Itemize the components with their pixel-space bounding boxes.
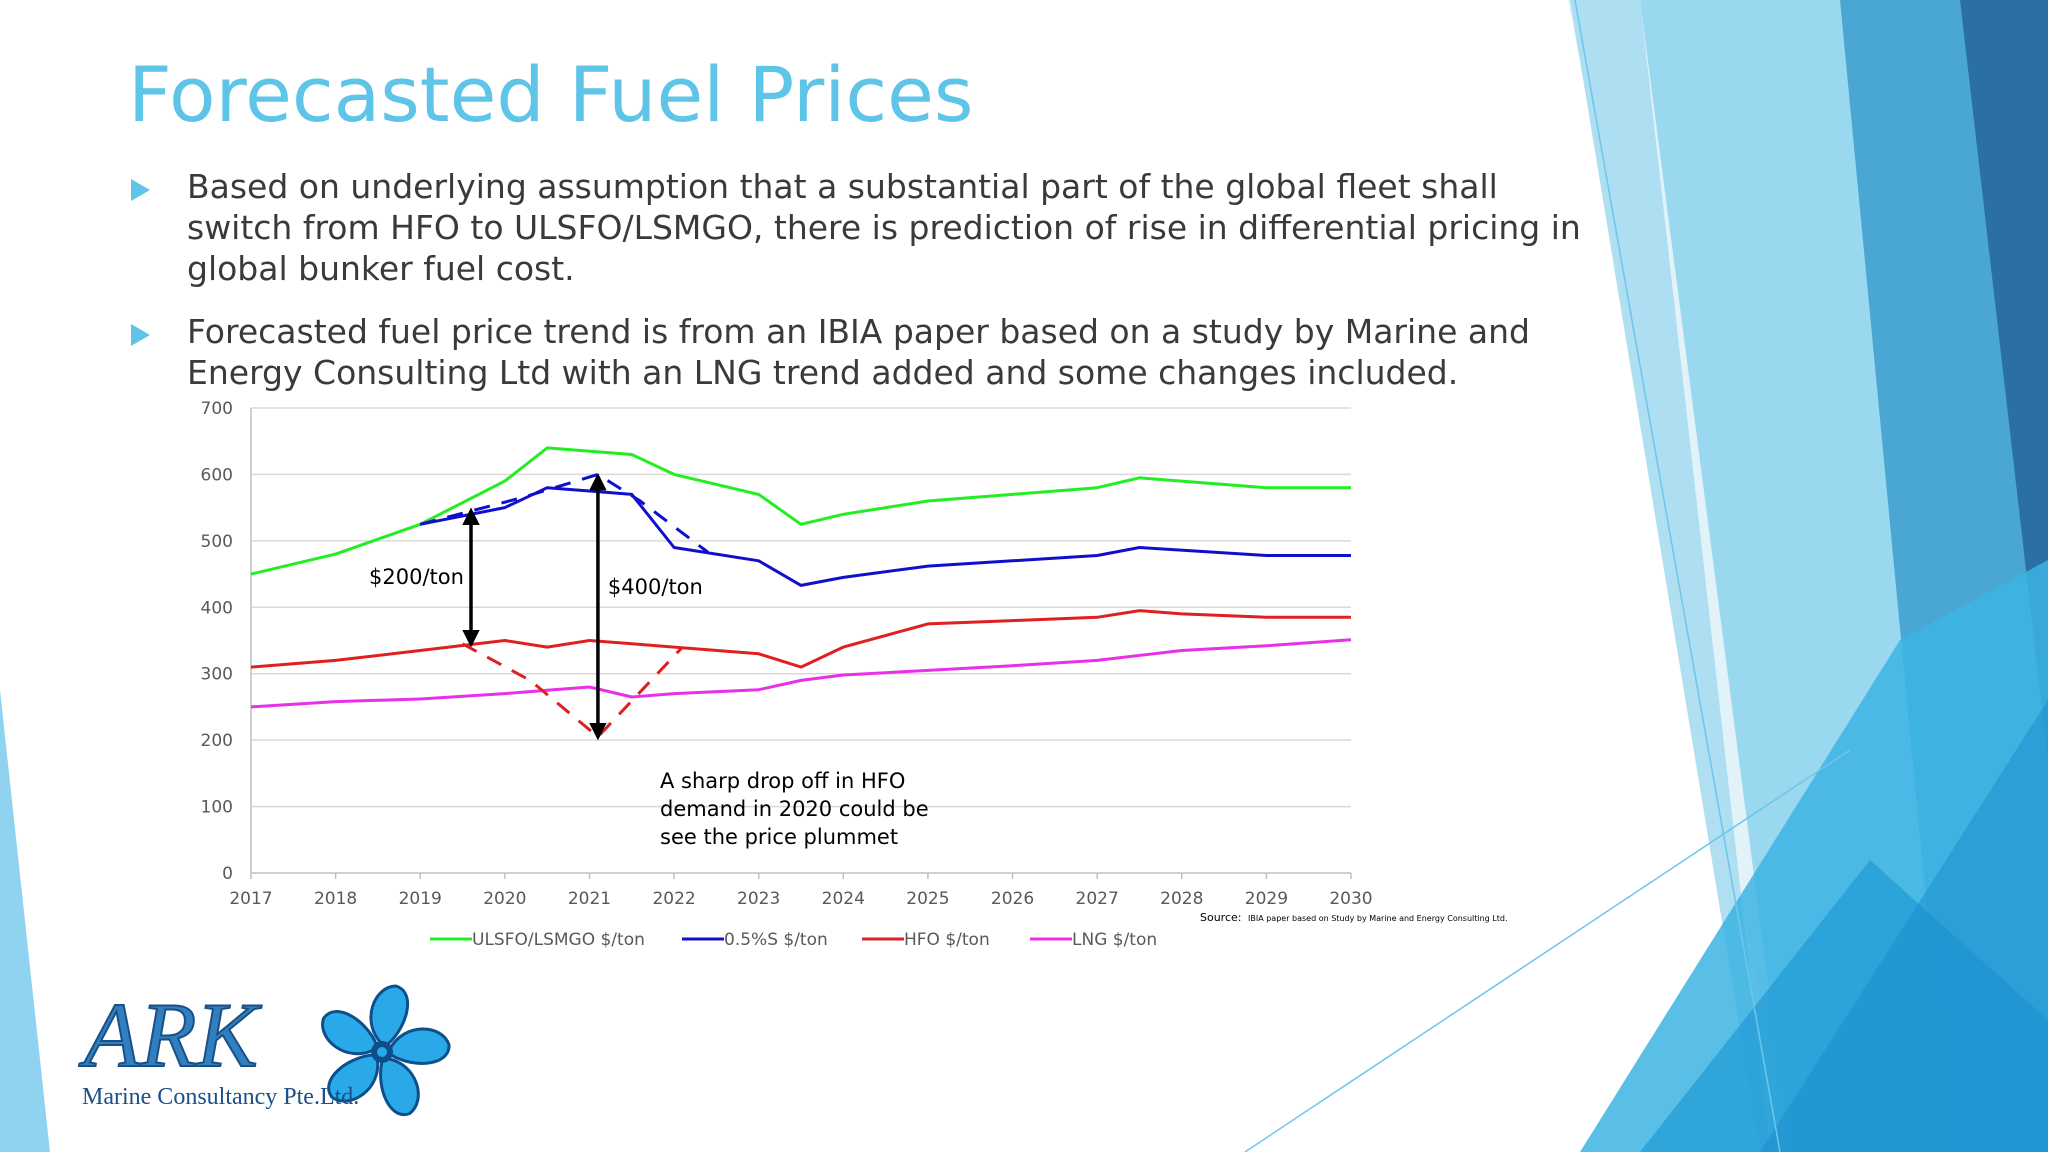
- legend-item[interactable]: 0.5%S $/ton: [682, 930, 828, 950]
- deco-shape: [0, 690, 50, 1152]
- logo-subtitle: Marine Consultancy Pte.Ltd.: [82, 1084, 359, 1110]
- x-tick-label: 2028: [1160, 889, 1203, 909]
- triangle-right-icon: [131, 179, 150, 201]
- logo-brand: ARK: [78, 984, 262, 1086]
- company-logo: ARK Marine Consultancy Pte.Ltd.: [77, 983, 451, 1117]
- x-tick-label: 2026: [991, 889, 1034, 909]
- dashed-trend-line: [419, 472, 709, 554]
- y-tick-label: 100: [201, 798, 233, 818]
- propeller-icon: [321, 984, 451, 1117]
- y-tick-label: 700: [201, 399, 233, 419]
- deco-shape: [1760, 700, 2048, 1152]
- legend-label: ULSFO/LSMGO $/ton: [472, 930, 645, 950]
- annotation-line: see the price plummet: [660, 825, 898, 849]
- bullet-item: Forecasted fuel price trend is from an I…: [128, 311, 1608, 393]
- bullet-item: Based on underlying assumption that a su…: [128, 166, 1608, 289]
- arrow-label: $400/ton: [608, 575, 703, 599]
- page-title: Forecasted Fuel Prices: [128, 50, 974, 139]
- x-tick-label: 2025: [906, 889, 949, 909]
- arrows: $200/ton $400/ton: [369, 472, 703, 741]
- y-tick-label: 0: [222, 864, 233, 884]
- deco-line: [1574, 0, 1781, 1152]
- bullet-text: Forecasted fuel price trend is from an I…: [187, 312, 1530, 392]
- triangle-right-icon: [131, 324, 150, 346]
- deco-shape: [1960, 0, 2048, 760]
- x-tick-label: 2024: [822, 889, 865, 909]
- source-text: IBIA paper based on Study by Marine and …: [1248, 914, 1508, 923]
- legend-item[interactable]: LNG $/ton: [1030, 930, 1157, 950]
- x-tick-label: 2018: [314, 889, 357, 909]
- x-tick-label: 2021: [568, 889, 611, 909]
- dashed-trend-line: [461, 642, 684, 739]
- arrow-label: $200/ton: [369, 565, 464, 589]
- axes: 0 100 200 300 400 500 600 700 2017 2018 2019 2020 20…: [201, 399, 1373, 909]
- y-tick-label: 300: [201, 665, 233, 685]
- annotation-line: A sharp drop off in HFO: [660, 769, 905, 793]
- y-tick-label: 400: [201, 598, 233, 618]
- x-tick-label: 2030: [1329, 889, 1372, 909]
- deco-line: [1244, 749, 1851, 1152]
- source-label: Source:: [1200, 911, 1242, 924]
- series-line: [250, 609, 1351, 669]
- x-tick-label: 2019: [399, 889, 442, 909]
- series-line: [250, 446, 1351, 576]
- legend-label: 0.5%S $/ton: [724, 930, 828, 950]
- series-line: [419, 486, 1351, 587]
- y-tick-label: 500: [201, 532, 233, 552]
- x-tick-label: 2029: [1245, 889, 1288, 909]
- x-tick-label: 2017: [229, 889, 272, 909]
- legend[interactable]: ULSFO/LSMGO $/ton 0.5%S $/ton HFO $/ton LNG…: [430, 930, 1157, 950]
- annotation-line: demand in 2020 could be: [660, 797, 929, 821]
- x-tick-label: 2022: [652, 889, 695, 909]
- series-line: [250, 638, 1352, 709]
- legend-label: LNG $/ton: [1072, 930, 1157, 950]
- x-tick-label: 2027: [1076, 889, 1119, 909]
- x-tick-label: 2023: [737, 889, 780, 909]
- bullet-list: Based on underlying assumption that a su…: [128, 166, 1608, 415]
- dashed-overlays: [419, 472, 709, 739]
- grid: [251, 407, 1351, 808]
- legend-item[interactable]: ULSFO/LSMGO $/ton: [430, 930, 645, 950]
- deco-shape: [1570, 0, 1770, 1152]
- x-tick-label: 2020: [483, 889, 526, 909]
- series-group: [250, 446, 1352, 709]
- bullet-text: Based on underlying assumption that a su…: [187, 167, 1581, 288]
- legend-label: HFO $/ton: [904, 930, 990, 950]
- y-tick-label: 200: [201, 731, 233, 751]
- chart-annotation: A sharp drop off in HFO demand in 2020 c…: [660, 769, 935, 849]
- y-tick-label: 600: [201, 465, 233, 485]
- legend-item[interactable]: HFO $/ton: [862, 930, 990, 950]
